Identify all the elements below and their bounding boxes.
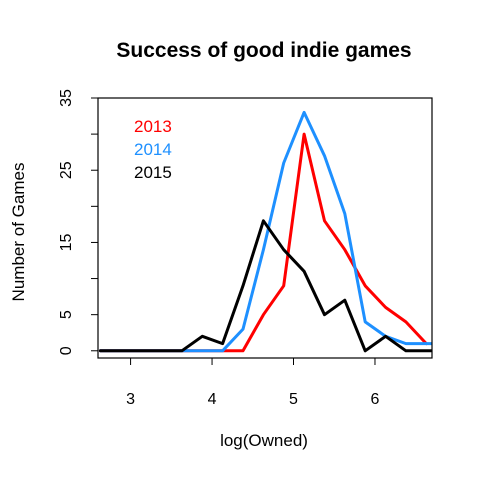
series-group	[98, 110, 432, 353]
y-tick-label: 35	[58, 89, 75, 107]
x-tick-label: 3	[126, 391, 135, 408]
plot-frame	[97, 97, 433, 359]
y-tick-label: 5	[58, 310, 75, 319]
x-tick-label: 6	[371, 391, 380, 408]
chart-title: Success of good indie games	[116, 39, 411, 62]
y-tick-label: 15	[58, 233, 75, 251]
x-tick-label: 5	[289, 391, 298, 408]
legend: 2013 2014 2015	[134, 117, 172, 182]
axis-ticks: 3 4 5 6 0 5 15 25 35	[58, 89, 380, 408]
legend-entry-2013: 2013	[134, 117, 172, 136]
x-axis-label: log(Owned)	[220, 431, 308, 450]
y-axis-label: Number of Games	[9, 163, 28, 302]
legend-entry-2015: 2015	[134, 163, 172, 182]
y-tick-label: 25	[58, 161, 75, 179]
series-line-2015	[98, 219, 432, 353]
y-tick-label: 0	[58, 346, 75, 355]
legend-entry-2014: 2014	[134, 140, 172, 159]
x-tick-label: 4	[208, 391, 217, 408]
